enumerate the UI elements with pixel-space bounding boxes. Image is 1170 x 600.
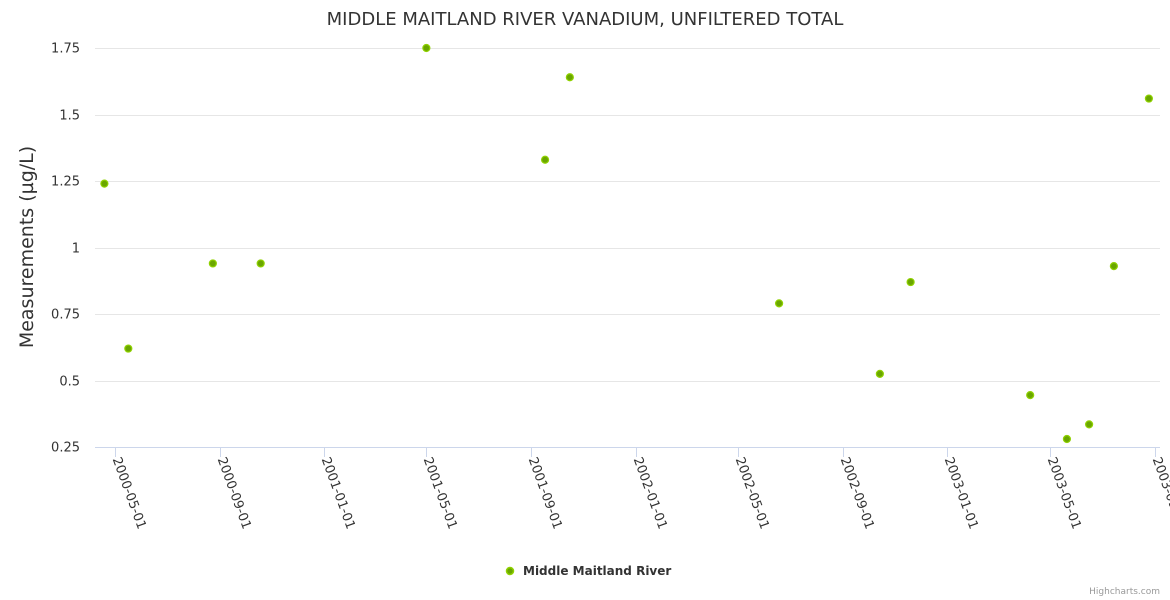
- gridlines: [95, 48, 1160, 382]
- y-tick-label: 1.75: [51, 42, 80, 57]
- x-tick-label: 2003-01-01: [941, 455, 981, 531]
- legend-marker: [505, 566, 515, 576]
- x-tick-label: 2000-05-01: [109, 455, 149, 531]
- data-point[interactable]: [906, 277, 915, 287]
- data-point[interactable]: [1062, 434, 1072, 444]
- data-point[interactable]: [100, 179, 109, 188]
- y-tick-label: 0.25: [51, 441, 80, 456]
- x-tick-label: 2001-09-01: [525, 455, 565, 531]
- series-middle-maitland-river: [100, 43, 1153, 444]
- data-point[interactable]: [1109, 262, 1118, 271]
- x-tick-label: 2000-09-01: [214, 455, 254, 531]
- data-point[interactable]: [540, 155, 550, 164]
- x-tick-label: 2002-01-01: [630, 455, 670, 531]
- y-tick-label: 1: [72, 242, 80, 257]
- data-point[interactable]: [565, 73, 574, 82]
- data-point[interactable]: [124, 344, 133, 353]
- x-tick-label: 2001-01-01: [318, 455, 358, 531]
- data-point[interactable]: [208, 259, 217, 268]
- data-point[interactable]: [875, 369, 884, 378]
- chart-title: MIDDLE MAITLAND RIVER VANADIUM, UNFILTER…: [327, 9, 844, 30]
- x-tick-label: 2003-09-01: [1149, 455, 1170, 531]
- y-tick-label: 0.5: [59, 375, 80, 390]
- data-point[interactable]: [1026, 391, 1035, 400]
- y-tick-label: 1.25: [51, 175, 80, 190]
- data-point[interactable]: [1144, 94, 1153, 103]
- data-point[interactable]: [422, 43, 431, 53]
- x-tick-label: 2002-05-01: [732, 455, 772, 531]
- credits-link[interactable]: Highcharts.com: [1089, 587, 1160, 597]
- x-tick-label: 2001-05-01: [420, 455, 460, 531]
- x-tick-label: 2003-05-01: [1044, 455, 1084, 531]
- y-axis-label: Measurements (µg/L): [16, 146, 38, 348]
- x-tick-label: 2002-09-01: [837, 455, 877, 531]
- legend-label: Middle Maitland River: [523, 564, 671, 578]
- x-axis-ticks: 2000-05-01 2000-09-01 2001-01-01 2001-05-01…: [109, 447, 1170, 531]
- legend-item[interactable]: Middle Maitland River: [505, 564, 672, 578]
- y-tick-label: 1.5: [59, 109, 80, 124]
- data-point[interactable]: [774, 299, 784, 308]
- data-point[interactable]: [1085, 420, 1094, 429]
- y-tick-label: 0.75: [51, 308, 80, 323]
- data-point[interactable]: [256, 259, 265, 268]
- y-axis-ticks: 0.25 0.5 0.75 1 1.25 1.5 1.75: [51, 42, 80, 456]
